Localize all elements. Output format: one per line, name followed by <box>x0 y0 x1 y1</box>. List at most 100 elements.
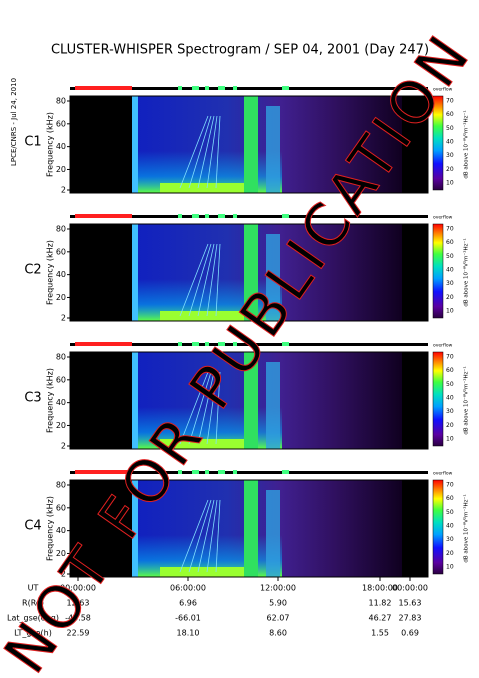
orbit-value: 18.10 <box>177 629 200 638</box>
colorbar-overflow-label: overflow <box>433 215 453 221</box>
y-tick-label: 80 <box>56 225 66 234</box>
status-bar-segment <box>218 86 225 90</box>
spectrum <box>206 499 218 573</box>
spectrum <box>160 567 250 577</box>
status-bar-segment <box>218 214 225 218</box>
colorbar-tick-label: 50 <box>446 125 454 132</box>
orbit-value: -40.58 <box>65 614 91 623</box>
y-tick-label: 20 <box>56 421 66 430</box>
panel-label: C3 <box>24 391 41 406</box>
panel-label: C2 <box>24 263 41 278</box>
colorbar-tick-label: 30 <box>446 536 454 543</box>
y-tick-label: 20 <box>56 293 66 302</box>
colorbar-tick-label: 10 <box>446 564 454 571</box>
colorbar-tick-label: 60 <box>446 367 454 374</box>
plot-frame <box>69 223 429 322</box>
spectrum <box>266 234 280 321</box>
orbit-row-label: Lat_gse(deg) <box>7 614 59 623</box>
spectrum <box>206 243 218 317</box>
spectrum <box>188 115 212 189</box>
colorbar-overflow-label: overflow <box>433 87 453 93</box>
spectrum <box>244 480 258 577</box>
colorbar <box>432 351 444 447</box>
spectrum <box>266 362 280 449</box>
colorbar-tick-label: 20 <box>446 294 454 301</box>
colorbar-tick-label: 10 <box>446 180 454 187</box>
side-label: LPCE/CNRS - Jul 24, 2010 <box>10 78 18 166</box>
y-tick-label: 60 <box>56 503 66 512</box>
spectrum <box>188 499 212 573</box>
y-tick-label: 40 <box>56 398 66 407</box>
spectrum <box>244 224 258 321</box>
status-bar-segment <box>192 342 199 346</box>
status-bar-segment <box>282 470 289 474</box>
plot-frame <box>69 351 429 450</box>
spectrum <box>244 96 258 193</box>
colorbar-tick-label: 70 <box>446 354 454 361</box>
y-tick-label: 2 <box>61 570 66 579</box>
status-bar-segment <box>205 470 209 474</box>
status-bar-segment <box>205 86 209 90</box>
orbit-value: 00:00:00 <box>392 584 428 593</box>
spectrum <box>160 183 250 193</box>
status-bar-segment <box>233 86 237 90</box>
spectrum <box>266 106 280 193</box>
y-tick-label: 2 <box>61 314 66 323</box>
colorbar-tick-label: 40 <box>446 523 454 530</box>
plot-frame <box>69 479 429 578</box>
colorbar-overflow-label: overflow <box>433 471 453 477</box>
status-bar-segment <box>75 342 132 346</box>
orbit-value: 1.55 <box>371 629 389 638</box>
status-bar-segment <box>282 214 289 218</box>
panel-label: C4 <box>24 519 41 534</box>
orbit-value: 5.90 <box>269 599 287 608</box>
colorbar-tick-label: 20 <box>446 166 454 173</box>
orbit-value: 8.60 <box>269 629 287 638</box>
spectrum <box>215 371 221 445</box>
status-bar-segment <box>75 470 132 474</box>
orbit-value: 12:00:00 <box>260 584 296 593</box>
spectrum <box>244 352 258 449</box>
colorbar <box>432 95 444 191</box>
orbit-row-label: R(Re) <box>22 599 44 608</box>
status-bar-segment <box>75 86 132 90</box>
spectrum <box>160 439 250 449</box>
spectrum <box>179 243 209 317</box>
colorbar-tick-label: 60 <box>446 111 454 118</box>
colorbar-tick-label: 40 <box>446 139 454 146</box>
status-bar-segment <box>282 86 289 90</box>
orbit-value: 27.83 <box>399 614 422 623</box>
orbit-value: 15.63 <box>399 599 422 608</box>
status-bar <box>70 87 428 90</box>
colorbar <box>432 479 444 575</box>
orbit-value: 6.96 <box>179 599 197 608</box>
spectrum <box>160 311 250 321</box>
spectrum <box>179 499 209 573</box>
orbit-value: 06:00:00 <box>170 584 206 593</box>
orbit-row-label: UT <box>28 584 39 593</box>
status-bar-segment <box>233 342 237 346</box>
orbit-value: 00:00:00 <box>60 584 96 593</box>
colorbar-tick-label: 60 <box>446 495 454 502</box>
spectrum <box>215 243 221 317</box>
colorbar-tick-label: 30 <box>446 152 454 159</box>
spectrum <box>188 243 212 317</box>
spectrum <box>197 499 215 573</box>
orbit-value: 22.59 <box>67 629 90 638</box>
spectrum <box>179 371 209 445</box>
y-tick-label: 2 <box>61 442 66 451</box>
orbit-value: -66.01 <box>175 614 201 623</box>
orbit-value: 62.07 <box>267 614 290 623</box>
status-bar-segment <box>75 214 132 218</box>
colorbar <box>432 223 444 319</box>
spectrum <box>179 115 209 189</box>
plot-frame <box>69 95 429 194</box>
orbit-value: 11.82 <box>369 599 392 608</box>
y-tick-label: 60 <box>56 247 66 256</box>
status-bar-segment <box>178 470 182 474</box>
status-bar <box>70 471 428 474</box>
colorbar-label: dB above 10⁻⁸V²m⁻²Hz⁻¹ <box>463 110 470 178</box>
status-bar <box>70 343 428 346</box>
y-tick-label: 40 <box>56 142 66 151</box>
